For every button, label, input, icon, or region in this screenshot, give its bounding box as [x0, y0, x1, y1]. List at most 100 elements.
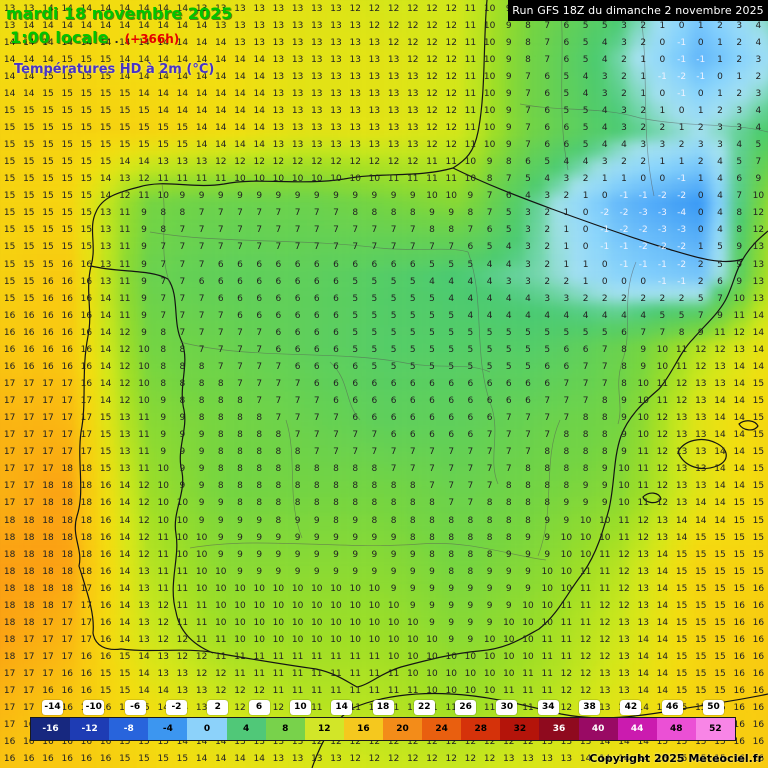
temp-value: 10	[291, 600, 304, 611]
temp-value: 14	[695, 515, 707, 526]
temp-value: 13	[330, 88, 342, 99]
temp-value: 10	[560, 549, 573, 560]
temp-value: 9	[429, 208, 435, 219]
temp-value: 11	[464, 140, 477, 151]
temp-value: 14	[752, 361, 765, 372]
temp-value: 13	[195, 157, 208, 168]
temp-value: 17	[42, 669, 54, 680]
temp-value: 16	[752, 669, 765, 680]
temp-value: 8	[237, 430, 243, 441]
temp-value: 8	[467, 515, 474, 526]
temp-value: 9	[141, 293, 147, 304]
temp-value: 9	[390, 549, 397, 560]
temp-value: 7	[640, 327, 647, 338]
temp-value: 4	[582, 88, 589, 99]
temp-value: 16	[733, 617, 745, 628]
temp-value: 4	[486, 310, 493, 321]
temp-value: 9	[640, 361, 647, 372]
temp-value: 11	[119, 310, 131, 321]
temp-value: 9	[198, 447, 205, 458]
temp-value: 9	[505, 600, 512, 611]
temp-value: 14	[119, 157, 131, 168]
legend-upper-label: 34	[537, 700, 559, 715]
temp-value: 9	[525, 532, 531, 543]
temp-value: 15	[714, 737, 726, 748]
temp-value: 6	[525, 396, 531, 407]
temp-value: 5	[717, 259, 723, 270]
temp-value: 13	[253, 37, 265, 48]
temp-value: 8	[390, 515, 397, 526]
temp-value: 3	[736, 122, 743, 133]
temp-value: 6	[313, 344, 320, 355]
temp-value: 6	[563, 37, 570, 48]
temp-value: 14	[656, 652, 669, 663]
temp-value: 10	[445, 686, 457, 697]
temp-value: 14	[656, 549, 669, 560]
temp-value: 7	[486, 481, 493, 492]
temp-value: 14	[119, 566, 131, 577]
temp-value: 10	[503, 634, 515, 645]
temp-value: 2	[582, 293, 589, 304]
temp-value: 6	[294, 361, 301, 372]
temp-value: 12	[407, 54, 419, 65]
temp-value: 6	[563, 361, 570, 372]
temp-value: 14	[599, 754, 611, 765]
temp-value: 15	[61, 71, 73, 82]
temp-value: 14	[714, 481, 726, 492]
temp-value: 7	[371, 430, 378, 441]
temp-value: 8	[275, 481, 282, 492]
temp-value: 9	[179, 430, 186, 441]
temp-value: 5	[486, 361, 493, 372]
temp-value: 14	[618, 737, 630, 748]
temp-value: 5	[467, 361, 474, 372]
temp-value: 14	[157, 88, 169, 99]
temp-value: 6	[525, 157, 531, 168]
temp-value: 16	[99, 583, 112, 594]
temp-value: 7	[237, 208, 243, 219]
temp-value: 11	[656, 396, 669, 407]
temp-value: 12	[176, 652, 189, 663]
temp-value: 8	[179, 396, 186, 407]
temp-value: 2	[659, 293, 666, 304]
temp-value: 5	[390, 327, 397, 338]
temp-value: 10	[349, 600, 361, 611]
temp-value: 15	[119, 140, 131, 151]
temp-value: 15	[656, 737, 669, 748]
temp-value: 14	[157, 37, 169, 48]
temp-value: 4	[621, 310, 627, 321]
temp-value: 12	[445, 88, 457, 99]
temp-value: 9	[160, 396, 167, 407]
temp-value: 6	[333, 276, 339, 287]
temp-value: 8	[371, 515, 378, 526]
temp-value: 8	[390, 498, 397, 509]
temp-value: 13	[656, 532, 669, 543]
temp-value: 9	[525, 583, 531, 594]
temp-value: 15	[23, 174, 35, 185]
temp-value: 12	[138, 481, 150, 492]
temp-value: 17	[23, 669, 35, 680]
temp-value: 13	[618, 634, 630, 645]
temp-value: 14	[61, 20, 73, 31]
temp-value: -1	[619, 242, 629, 253]
temp-value: 7	[256, 361, 263, 372]
temp-value: 7	[544, 413, 551, 424]
temp-value: 15	[23, 242, 35, 253]
temp-value: 12	[656, 447, 669, 458]
temp-value: 14	[215, 54, 227, 65]
temp-value: 5	[409, 310, 416, 321]
temp-value: 1	[582, 191, 589, 202]
temp-value: 6	[256, 276, 263, 287]
temp-value: 11	[157, 174, 169, 185]
temp-value: 14	[195, 71, 208, 82]
temp-value: 9	[409, 583, 416, 594]
temp-value: 17	[42, 617, 54, 628]
temp-value: 14	[119, 532, 131, 543]
temp-value: 12	[368, 754, 381, 765]
temp-value: 16	[80, 293, 93, 304]
temp-value: 8	[582, 430, 589, 441]
temp-value: 8	[371, 481, 378, 492]
temp-value: 8	[409, 481, 416, 492]
temp-value: 13	[311, 88, 323, 99]
temp-value: 8	[525, 498, 531, 509]
